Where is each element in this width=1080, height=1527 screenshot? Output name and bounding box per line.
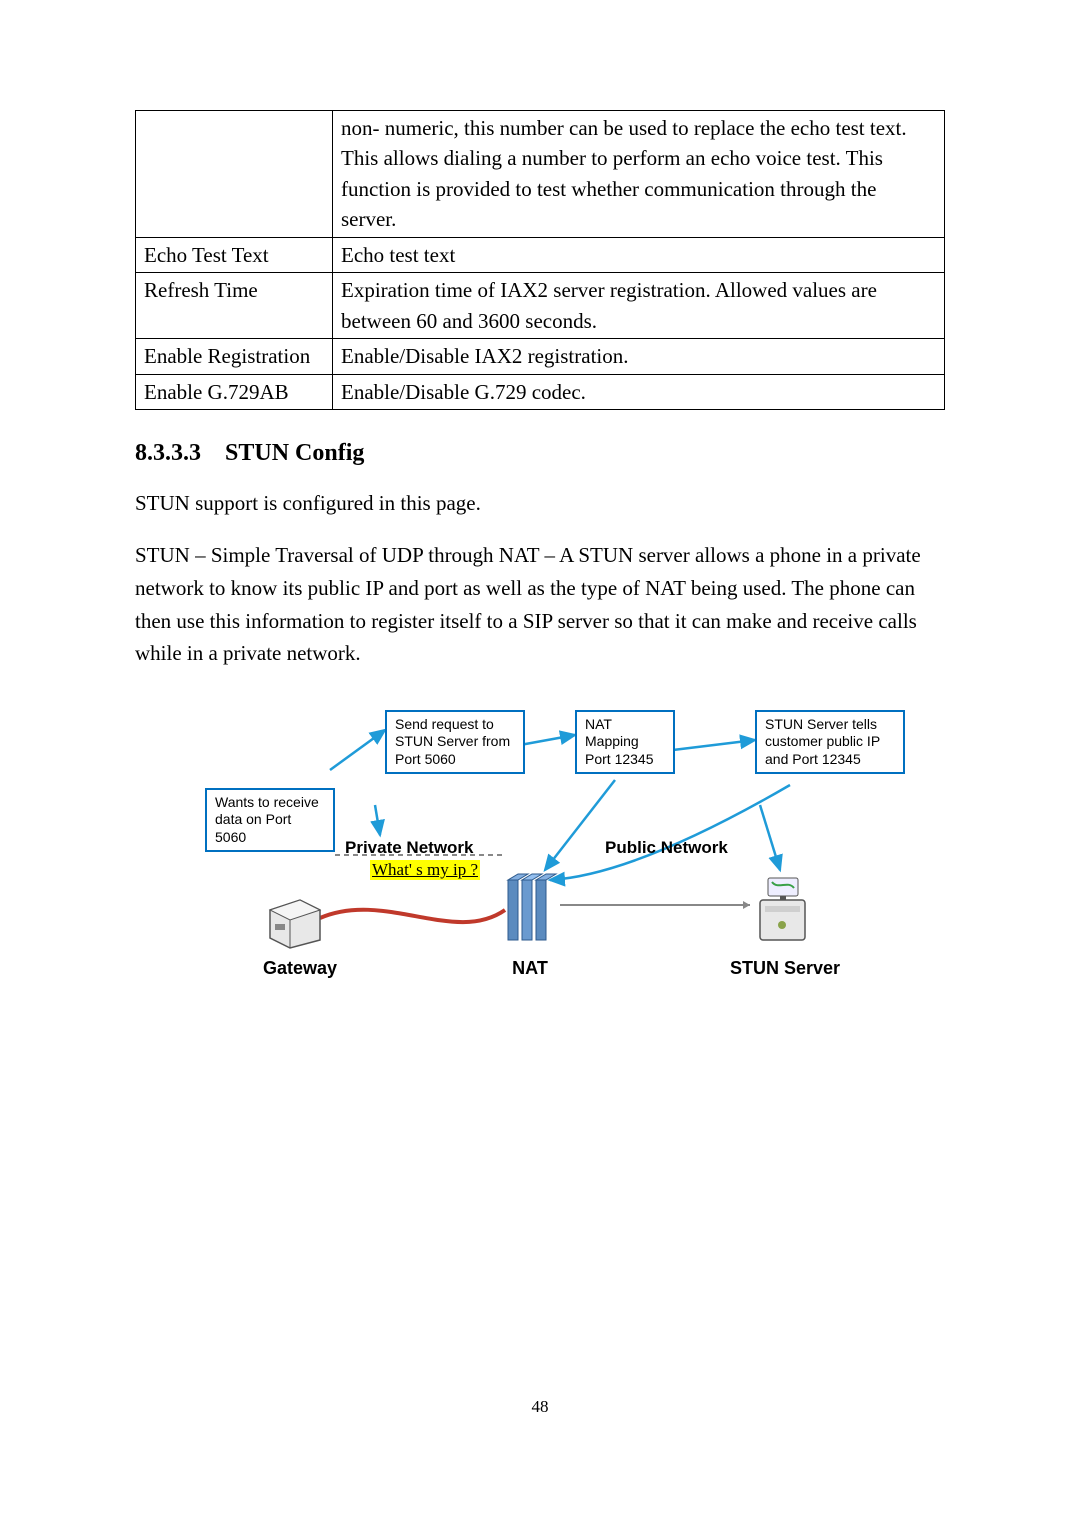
table-row: Enable Registration Enable/Disable IAX2 … [136, 339, 945, 374]
table-row: non- numeric, this number can be used to… [136, 111, 945, 238]
page: non- numeric, this number can be used to… [0, 0, 1080, 1527]
table-row: Refresh Time Expiration time of IAX2 ser… [136, 273, 945, 339]
callout-send: Send request to STUN Server from Port 50… [385, 710, 525, 775]
heading-number: 8.3.3.3 [135, 440, 201, 467]
nat-icon [500, 870, 560, 950]
label-private-network: Private Network [345, 838, 474, 858]
callout-text: Wants to receive data on Port 5060 [215, 794, 319, 845]
label-nat: NAT [505, 958, 555, 979]
cell-desc: non- numeric, this number can be used to… [333, 111, 945, 238]
label-server: STUN Server [715, 958, 855, 979]
label-public-network: Public Network [605, 838, 728, 858]
gateway-icon [265, 890, 325, 950]
callout-text: STUN Server tells customer public IP and… [765, 716, 880, 767]
cell-label: Enable Registration [136, 339, 333, 374]
callout-nat: NAT Mapping Port 12345 [575, 710, 675, 775]
cell-label: Echo Test Text [136, 237, 333, 272]
section-heading: 8.3.3.3 STUN Config [135, 440, 945, 467]
table-row: Enable G.729AB Enable/Disable G.729 code… [136, 374, 945, 409]
server-icon [750, 870, 820, 950]
cell-desc: Enable/Disable IAX2 registration. [333, 339, 945, 374]
stun-diagram: Wants to receive data on Port 5060 Send … [205, 700, 875, 1000]
callout-text: Send request to STUN Server from Port 50… [395, 716, 510, 767]
callout-tells: STUN Server tells customer public IP and… [755, 710, 905, 775]
heading-title: STUN Config [225, 440, 364, 466]
cell-label [136, 111, 333, 238]
cell-desc: Enable/Disable G.729 codec. [333, 374, 945, 409]
cell-desc: Expiration time of IAX2 server registrat… [333, 273, 945, 339]
callout-wants: Wants to receive data on Port 5060 [205, 788, 335, 853]
body-paragraph: STUN – Simple Traversal of UDP through N… [135, 539, 945, 669]
cell-desc: Echo test text [333, 237, 945, 272]
config-table: non- numeric, this number can be used to… [135, 110, 945, 410]
cell-label: Enable G.729AB [136, 374, 333, 409]
page-number: 48 [0, 1397, 1080, 1417]
callout-text: NAT Mapping Port 12345 [585, 716, 654, 767]
label-gateway: Gateway [260, 958, 340, 979]
table-row: Echo Test Text Echo test text [136, 237, 945, 272]
label-whats-my-ip: What' s my ip ? [370, 860, 480, 880]
intro-paragraph: STUN support is configured in this page. [135, 487, 945, 520]
cell-label: Refresh Time [136, 273, 333, 339]
